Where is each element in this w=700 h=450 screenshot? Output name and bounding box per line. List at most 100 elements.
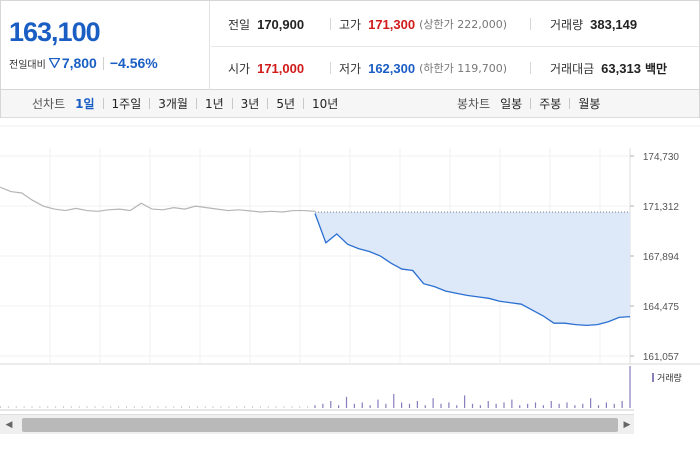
stat-trade-value: 거래대금 63,313 백만 [550, 58, 667, 78]
volume-panel: 거래량 [0, 366, 682, 408]
volume-bar [377, 399, 379, 408]
period-1year[interactable]: 1년 [204, 97, 224, 111]
volume-bar [456, 405, 458, 408]
below-close-area [315, 212, 630, 326]
volume-bar-prev [196, 406, 198, 408]
divider [530, 98, 532, 109]
change-divider [102, 56, 104, 70]
candle-weekly[interactable]: 주봉 [539, 97, 562, 111]
scroll-thumb[interactable] [22, 418, 618, 432]
volume-bar-prev [15, 406, 17, 408]
volume-bar [582, 403, 584, 408]
stat-value: 383,149 [590, 16, 638, 32]
volume-bar-prev [39, 406, 41, 408]
stat-label: 시가 [228, 61, 251, 76]
volume-bar [361, 402, 363, 408]
stat-high: 고가 171,300 (상한가 222,000) [339, 14, 507, 34]
divider [330, 18, 331, 30]
change-label: 전일대비 [9, 59, 46, 71]
volume-bar-prev [94, 406, 96, 408]
period-5year[interactable]: 5년 [276, 97, 296, 111]
chart-fill [315, 211, 630, 326]
change-row: 전일대비 7,800 −4.56% [9, 54, 158, 72]
period-3year[interactable]: 3년 [240, 97, 260, 111]
volume-bar-prev [78, 406, 80, 408]
volume-bar-prev [299, 406, 301, 408]
volume-bar-prev [70, 406, 72, 408]
divider [330, 62, 331, 74]
volume-bar [369, 405, 371, 408]
volume-bar-prev [63, 406, 64, 408]
volume-bar-prev [244, 406, 246, 408]
divider [195, 98, 197, 109]
change-percent: −4.56% [109, 55, 158, 71]
period-1day[interactable]: 1일 [75, 97, 95, 111]
chart-period-toolbar: 선차트 1일 1주일 3개월 1년 3년 5년 10년 봉차트 일봉 주봉 월봉 [0, 90, 700, 118]
period-10year[interactable]: 10년 [312, 97, 339, 111]
scroll-right-icon[interactable]: ▶ [623, 420, 631, 430]
stat-value: 171,300 [368, 16, 416, 32]
candle-chart-label: 봉차트 [457, 97, 491, 111]
stat-value: 162,300 [368, 60, 416, 76]
volume-bar-prev [157, 406, 159, 408]
stat-unit: 백만 [644, 61, 668, 76]
volume-legend-swatch [652, 373, 654, 382]
volume-bar-prev [126, 406, 127, 408]
volume-bar [322, 403, 324, 408]
stat-limit: (하한가 119,700) [419, 62, 508, 75]
volume-bar [440, 403, 442, 408]
volume-bar-prev [228, 406, 230, 408]
volume-bar-prev [252, 406, 253, 408]
volume-bar-prev [118, 406, 120, 408]
volume-bar-prev [23, 406, 25, 408]
y-tick-label: 164,475 [643, 302, 680, 313]
stats-row-divider [211, 46, 699, 47]
stat-label: 거래량 [550, 17, 584, 32]
volume-bar [393, 394, 395, 408]
volume-bar [519, 405, 521, 408]
price-box: 163,100 전일대비 7,800 −4.56% [1, 1, 210, 90]
volume-bar-prev [173, 406, 175, 408]
y-tick-label: 167,894 [643, 252, 680, 263]
candle-monthly[interactable]: 월봉 [578, 97, 601, 111]
volume-bar [613, 403, 615, 408]
volume-bar-prev [259, 406, 261, 408]
volume-bar-prev [110, 406, 112, 408]
chart-scrollbar[interactable]: ◀ ▶ [0, 414, 634, 434]
volume-legend-label: 거래량 [657, 372, 682, 384]
stat-value: 170,900 [257, 16, 305, 32]
stat-label: 고가 [339, 17, 362, 32]
stat-label: 거래대금 [550, 61, 595, 76]
volume-bar-prev [212, 406, 214, 408]
price-chart[interactable]: 174,730 171,312 167,894 164,475 161,057 거래량 [0, 118, 700, 414]
period-1week[interactable]: 1주일 [111, 97, 142, 111]
stat-prev-close: 전일 170,900 [228, 14, 304, 34]
candle-daily[interactable]: 일봉 [500, 97, 523, 111]
volume-bar [479, 405, 481, 408]
volume-bar [471, 403, 474, 408]
volume-bar [353, 403, 355, 408]
divider [231, 98, 233, 109]
chart-series [0, 186, 631, 327]
volume-bar-prev [189, 406, 190, 408]
divider [530, 18, 531, 30]
volume-bar [590, 398, 592, 408]
volume-bar [385, 403, 387, 408]
volume-bar-prev [165, 406, 167, 408]
volume-bar [338, 405, 340, 408]
change-amount: 7,800 [61, 55, 97, 71]
volume-bar-prev [267, 406, 269, 408]
scroll-left-icon[interactable]: ◀ [5, 420, 13, 430]
volume-bar [345, 396, 348, 408]
volume-bar [416, 401, 418, 408]
volume-bar [605, 402, 607, 408]
volume-bar [542, 405, 544, 408]
y-tick-label: 161,057 [643, 352, 680, 363]
volume-bar-prev [0, 406, 1, 408]
current-price: 163,100 [9, 17, 101, 47]
volume-bar [424, 405, 426, 408]
stat-limit: (상한가 222,000) [419, 18, 508, 31]
period-3month[interactable]: 3개월 [158, 97, 188, 111]
previous-day-line [0, 186, 316, 213]
divider [267, 98, 269, 109]
